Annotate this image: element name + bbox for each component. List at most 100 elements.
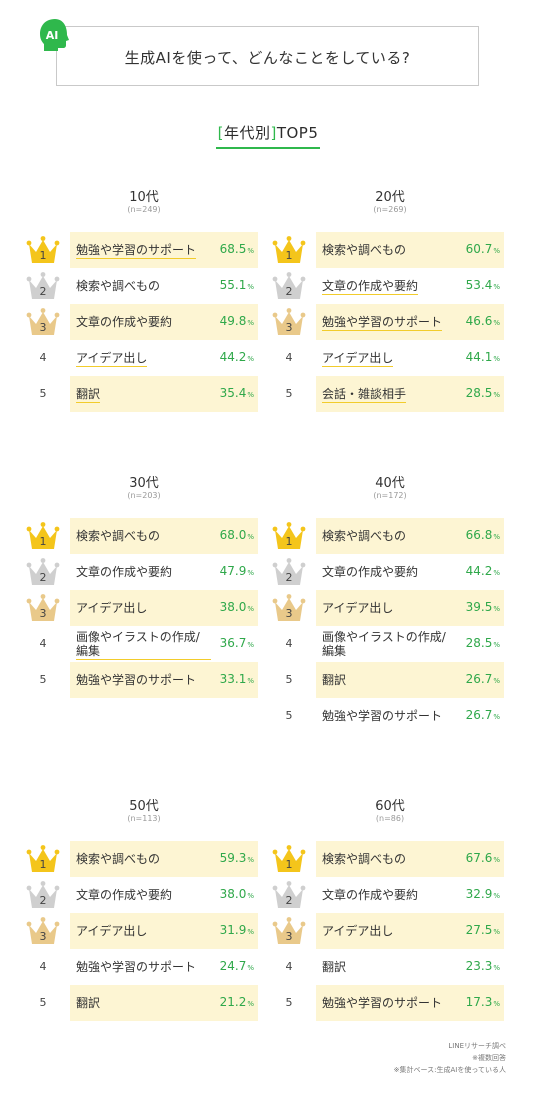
percentage-value: 24.7% <box>220 959 254 973</box>
ranking-row: 1 勉強や学習のサポート 68.5% <box>26 232 262 268</box>
rank-marker: 2 <box>272 877 306 913</box>
percentage-number: 26.7 <box>465 708 493 722</box>
activity-label: 翻訳 <box>76 387 101 403</box>
row-highlight <box>316 662 504 698</box>
percent-sign: % <box>247 892 254 900</box>
activity-label: アイデア出し <box>322 601 394 615</box>
rank-number: 4 <box>39 637 47 650</box>
percentage-number: 44.1 <box>465 350 493 364</box>
rank-number: 3 <box>285 607 293 620</box>
percentage-number: 26.7 <box>465 672 493 686</box>
ranking-row: 4 画像やイラストの作成/編集 28.5% <box>272 626 508 662</box>
percentage-value: 21.2% <box>220 995 254 1009</box>
crown-icon <box>26 308 60 335</box>
activity-label: 文章の作成や要約 <box>76 315 173 329</box>
percent-sign: % <box>493 713 500 721</box>
percentage-value: 49.8% <box>220 314 254 328</box>
rank-marker: 3 <box>272 590 306 626</box>
percentage-value: 28.5% <box>466 636 500 650</box>
rank-number: 3 <box>39 321 47 334</box>
rank-marker: 1 <box>26 518 60 554</box>
ranking-row: 5 翻訳 21.2% <box>26 985 262 1021</box>
percent-sign: % <box>247 964 254 972</box>
percentage-value: 38.0% <box>220 887 254 901</box>
rank-marker: 1 <box>272 841 306 877</box>
percent-sign: % <box>493 928 500 936</box>
ranking-row: 3 アイデア出し 39.5% <box>272 590 508 626</box>
rank-marker: 3 <box>26 913 60 949</box>
percentage-number: 39.5 <box>465 600 493 614</box>
rank-number: 2 <box>285 285 293 298</box>
age-group-title: 30代 <box>129 476 159 491</box>
percentage-value: 26.7% <box>466 672 500 686</box>
rank-number: 2 <box>39 571 47 584</box>
percentage-number: 44.2 <box>219 350 247 364</box>
row-highlight <box>316 518 504 554</box>
rank-number: 5 <box>39 673 47 686</box>
percentage-number: 66.8 <box>465 528 493 542</box>
sample-size-label: (n=172) <box>373 491 407 500</box>
rank-number: 4 <box>285 351 293 364</box>
percentage-value: 66.8% <box>466 528 500 542</box>
row-highlight <box>316 841 504 877</box>
crown-icon <box>26 558 60 585</box>
percentage-value: 44.1% <box>466 350 500 364</box>
activity-label: 検索や調べもの <box>76 852 161 866</box>
subtitle-text: 年代別 <box>223 124 271 142</box>
activity-label: 文章の作成や要約 <box>76 888 173 902</box>
percent-sign: % <box>247 391 254 399</box>
percent-sign: % <box>247 319 254 327</box>
rank-marker: 5 <box>272 662 306 698</box>
activity-label: 画像やイラストの作成/編集 <box>76 630 211 660</box>
rank-number: 4 <box>285 960 293 973</box>
rank-number: 1 <box>39 858 47 871</box>
percentage-value: 33.1% <box>220 672 254 686</box>
rank-marker: 4 <box>272 340 306 376</box>
percentage-value: 55.1% <box>220 278 254 292</box>
percentage-value: 23.3% <box>466 959 500 973</box>
percent-sign: % <box>247 1000 254 1008</box>
age-group-title: 40代 <box>375 476 405 491</box>
rank-number: 2 <box>285 571 293 584</box>
activity-label: 勉強や学習のサポート <box>76 243 197 259</box>
ranking-row: 1 検索や調べもの 68.0% <box>26 518 262 554</box>
percent-sign: % <box>493 856 500 864</box>
rank-number: 4 <box>39 351 47 364</box>
row-highlight <box>70 985 258 1021</box>
activity-label: 会話・雑談相手 <box>322 387 407 403</box>
rank-number: 3 <box>39 930 47 943</box>
activity-label: 検索や調べもの <box>76 529 161 543</box>
percentage-value: 44.2% <box>466 564 500 578</box>
ranking-row: 3 勉強や学習のサポート 46.6% <box>272 304 508 340</box>
crown-icon <box>272 522 306 549</box>
sample-size-label: (n=249) <box>127 205 161 214</box>
rank-marker: 5 <box>26 985 60 1021</box>
ranking-row: 4 アイデア出し 44.2% <box>26 340 262 376</box>
rank-marker: 4 <box>26 949 60 985</box>
activity-label: アイデア出し <box>76 351 148 367</box>
percentage-value: 46.6% <box>466 314 500 328</box>
percentage-number: 68.0 <box>219 528 247 542</box>
sample-size-label: (n=269) <box>373 205 407 214</box>
crown-icon <box>272 917 306 944</box>
crown-icon <box>272 272 306 299</box>
rank-marker: 5 <box>272 376 306 412</box>
percentage-number: 32.9 <box>465 887 493 901</box>
ranking-row: 5 勉強や学習のサポート 26.7% <box>272 698 508 734</box>
percentage-number: 68.5 <box>219 242 247 256</box>
ranking-row: 5 勉強や学習のサポート 17.3% <box>272 985 508 1021</box>
row-highlight <box>70 662 258 698</box>
footer-source: LINEリサーチ調べ <box>448 1042 506 1050</box>
rank-marker: 4 <box>272 626 306 662</box>
percent-sign: % <box>247 605 254 613</box>
percentage-value: 35.4% <box>220 386 254 400</box>
percentage-number: 23.3 <box>465 959 493 973</box>
activity-label: 検索や調べもの <box>322 852 407 866</box>
percentage-number: 28.5 <box>465 636 493 650</box>
footer-note-multiple: ※複数回答 <box>472 1054 506 1062</box>
percentage-value: 68.5% <box>220 242 254 256</box>
crown-icon <box>272 845 306 872</box>
age-group-title: 20代 <box>375 190 405 205</box>
sample-size-label: (n=86) <box>375 814 405 823</box>
percentage-number: 36.7 <box>219 636 247 650</box>
